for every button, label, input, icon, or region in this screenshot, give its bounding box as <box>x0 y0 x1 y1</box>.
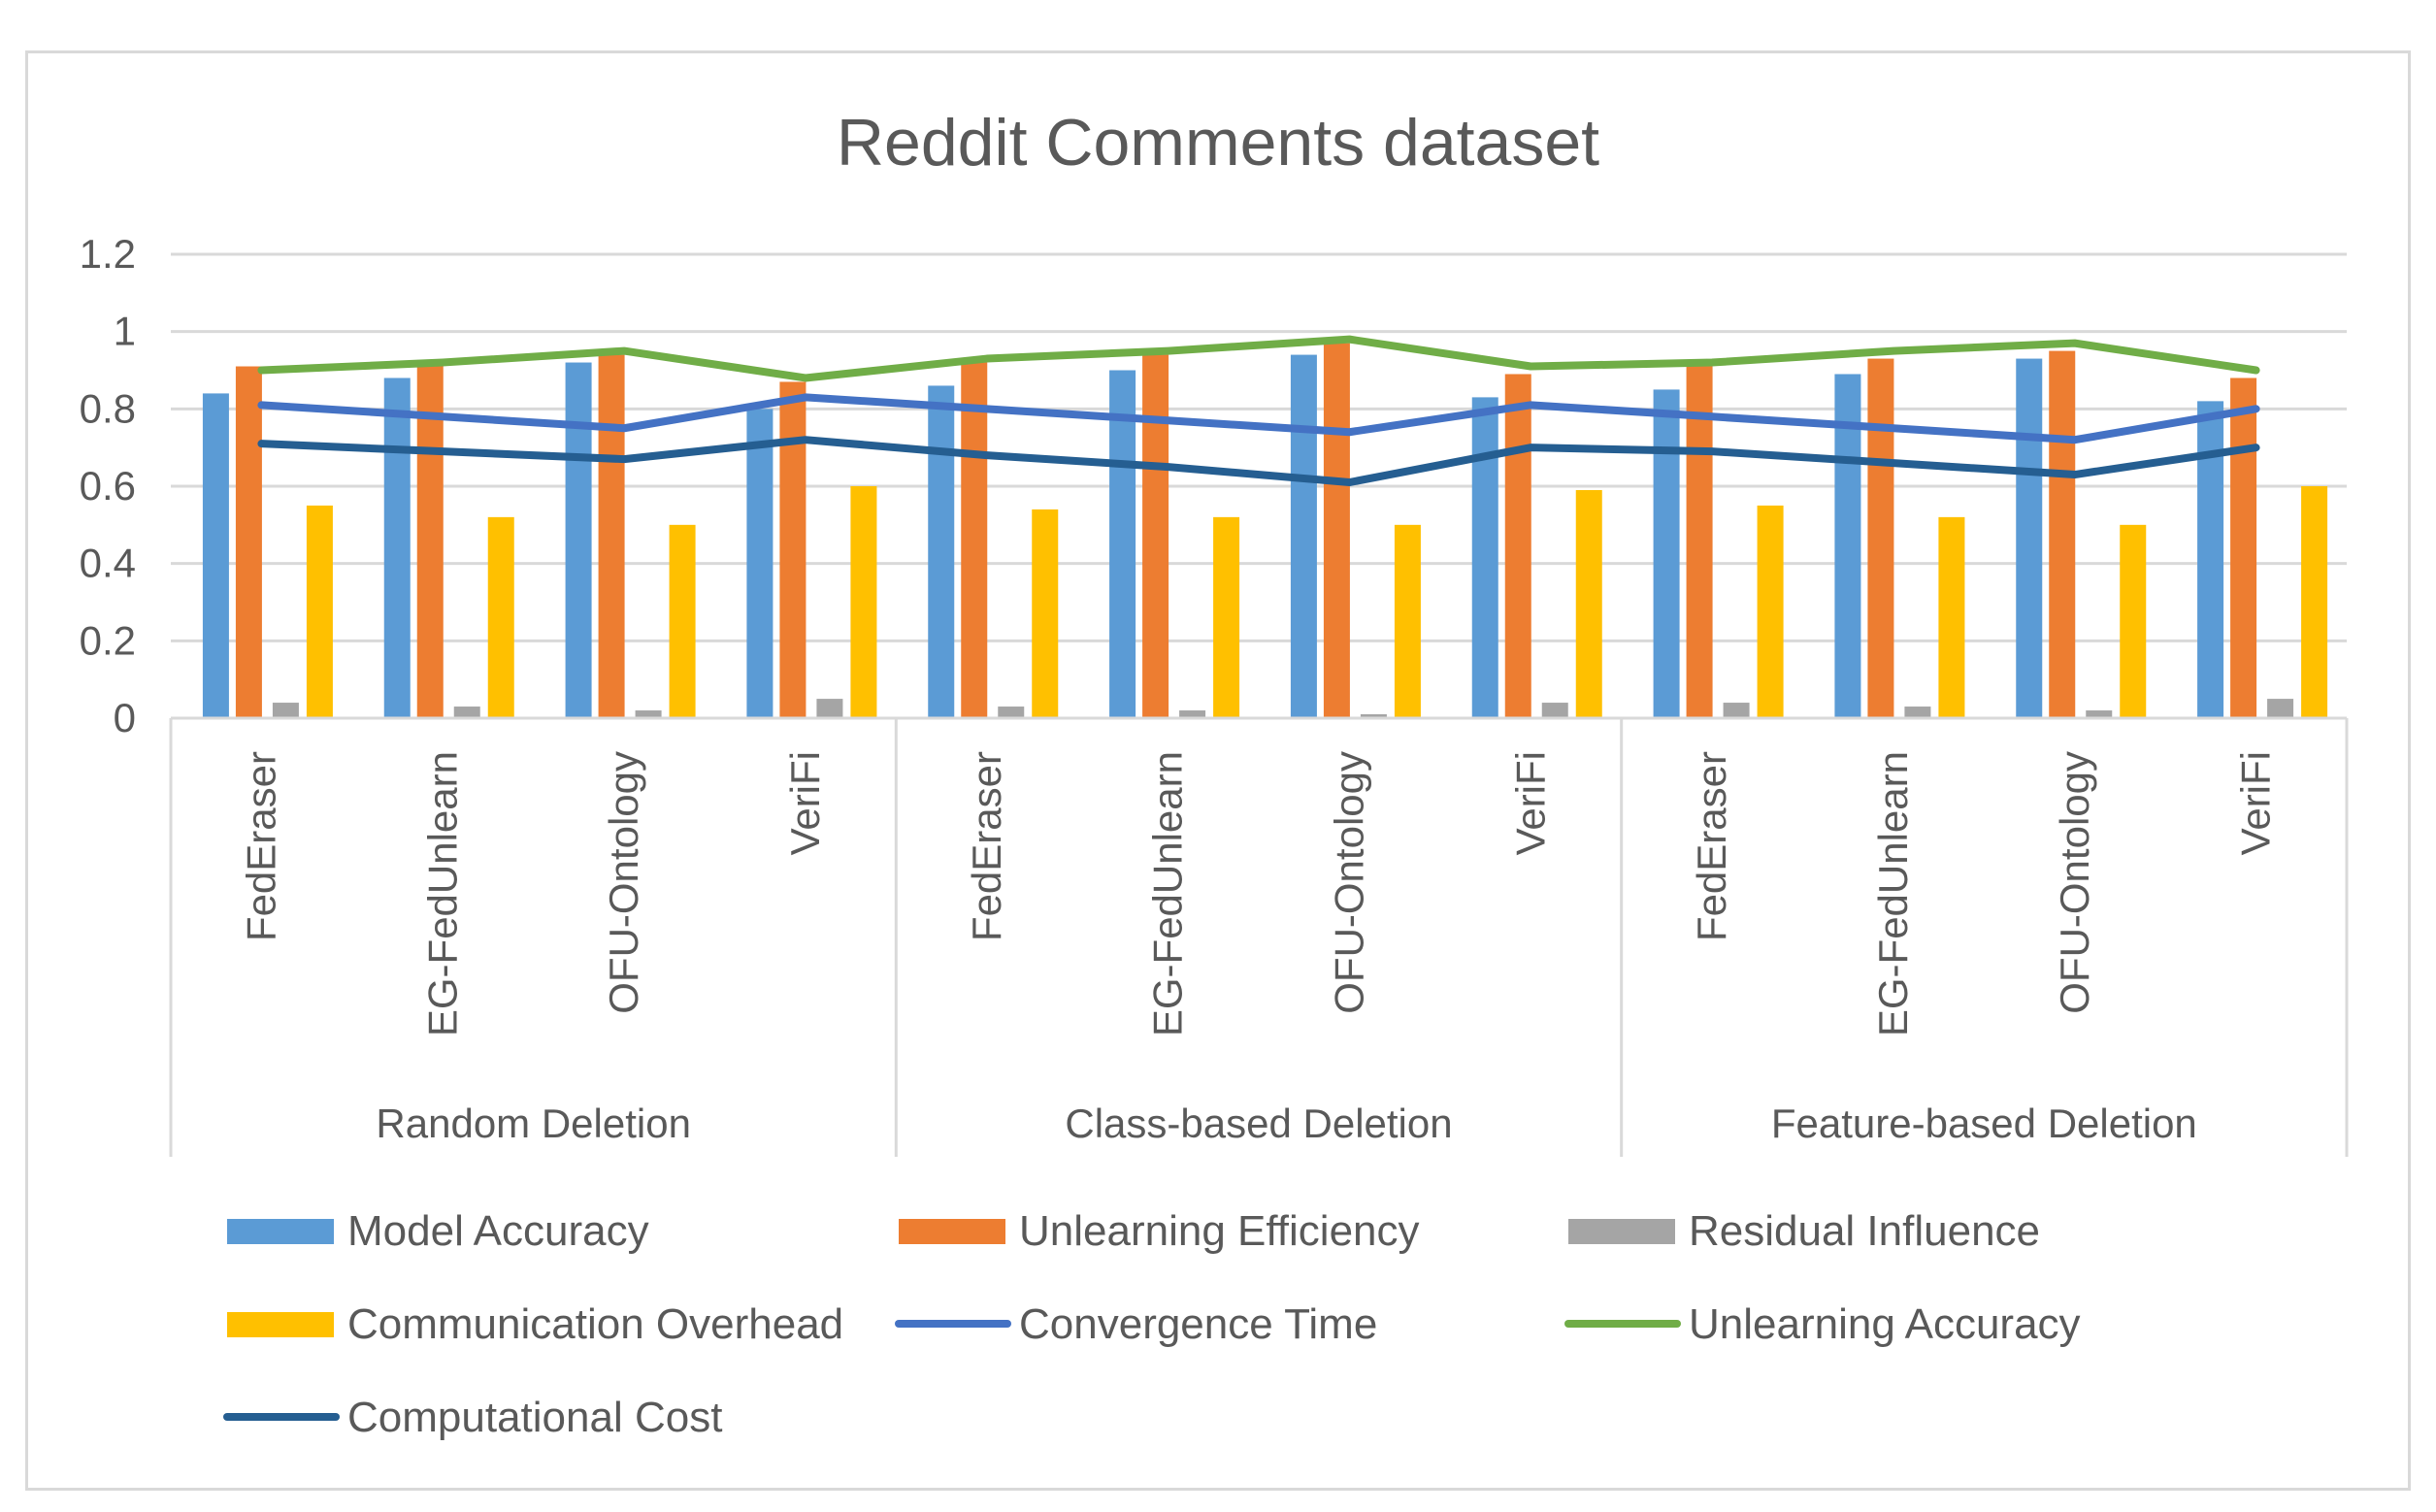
bar-residual-influence <box>998 707 1025 718</box>
x-tick-label: VeriFi <box>2233 751 2279 855</box>
legend-swatch-communication-overhead <box>227 1312 334 1337</box>
x-tick-label: VeriFi <box>1507 751 1553 855</box>
bar-residual-influence <box>2267 699 2294 718</box>
y-tick-label: 1 <box>114 309 136 354</box>
bar-model-accuracy <box>1653 389 1680 718</box>
bar-model-accuracy <box>746 409 774 718</box>
x-tick-label: FedEraser <box>1689 751 1734 941</box>
y-tick-label: 0.8 <box>80 385 136 431</box>
y-tick-label: 1.2 <box>80 231 136 277</box>
bar-model-accuracy <box>1834 374 1861 718</box>
bar-communication-overhead <box>1575 489 1602 718</box>
bar-model-accuracy <box>1290 354 1317 718</box>
bar-unlearning-efficiency <box>235 366 262 718</box>
bar-model-accuracy <box>565 362 592 718</box>
bar-communication-overhead <box>487 516 514 718</box>
bar-communication-overhead <box>1394 524 1421 718</box>
legend-swatch-unlearning-efficiency <box>899 1219 1005 1244</box>
bar-communication-overhead <box>1032 509 1059 718</box>
legend-label-residual-influence: Residual Influence <box>1689 1207 2040 1255</box>
bar-model-accuracy <box>2016 358 2043 718</box>
legend-label-unlearning-accuracy: Unlearning Accuracy <box>1689 1300 2081 1348</box>
bar-residual-influence <box>635 710 662 718</box>
bar-unlearning-efficiency <box>1686 366 1713 718</box>
bar-communication-overhead <box>1938 516 1965 718</box>
chart-frame <box>25 50 2411 1491</box>
bar-model-accuracy <box>383 378 411 718</box>
bar-residual-influence <box>2086 710 2113 718</box>
legend: Model Accuracy Unlearning Efficiency Resid… <box>223 1207 2081 1441</box>
bar-communication-overhead <box>2301 486 2328 718</box>
bar-communication-overhead <box>306 505 333 718</box>
category-axis: FedEraser EG-FedUnlearn OFU-Ontology VeriFi… <box>169 716 2349 1157</box>
bar-unlearning-efficiency <box>416 362 444 718</box>
legend-label-communication-overhead: Communication Overhead <box>347 1300 843 1348</box>
x-tick-label: VeriFi <box>782 751 828 855</box>
bar-communication-overhead <box>1213 516 1240 718</box>
group-label: Random Deletion <box>376 1101 691 1146</box>
y-tick-label: 0.2 <box>80 617 136 663</box>
bar-model-accuracy <box>928 385 955 718</box>
bar-communication-overhead <box>2120 524 2147 718</box>
bar-unlearning-efficiency <box>1142 354 1169 718</box>
bar-model-accuracy <box>2197 401 2224 718</box>
y-tick-label: 0 <box>114 695 136 740</box>
bar-residual-influence <box>453 707 480 718</box>
line-unlearning-accuracy <box>257 335 2260 382</box>
group-label: Feature-based Deletion <box>1771 1101 2197 1146</box>
group-label: Class-based Deletion <box>1065 1101 1452 1146</box>
line-series <box>257 335 2260 487</box>
bar-unlearning-efficiency <box>1323 343 1350 718</box>
y-tick-label: 0.6 <box>80 463 136 509</box>
y-axis-ticks: 0 0.2 0.4 0.6 0.8 1 1.2 <box>80 231 136 740</box>
line-convergence-time <box>257 393 2260 444</box>
bar-model-accuracy <box>1109 370 1136 718</box>
bar-residual-influence <box>1360 714 1387 718</box>
bar-unlearning-efficiency <box>1867 358 1894 718</box>
x-tick-label: FedEraser <box>964 751 1009 941</box>
x-tick-label: OFU-Ontology <box>2052 751 2097 1014</box>
bar-residual-influence <box>1541 703 1568 718</box>
x-tick-label: OFU-Ontology <box>601 751 646 1014</box>
bar-unlearning-efficiency <box>2049 350 2076 718</box>
legend-label-convergence-time: Convergence Time <box>1019 1300 1377 1348</box>
bar-unlearning-efficiency <box>2230 378 2257 718</box>
x-tick-label: EG-FedUnlearn <box>1870 751 1916 1036</box>
bar-communication-overhead <box>850 486 877 718</box>
bar-unlearning-efficiency <box>961 362 988 718</box>
bar-communication-overhead <box>1757 505 1784 718</box>
bar-model-accuracy <box>1471 397 1498 718</box>
bar-model-accuracy <box>202 393 229 718</box>
legend-swatch-model-accuracy <box>227 1219 334 1244</box>
bar-residual-influence <box>272 703 299 718</box>
x-tick-label: EG-FedUnlearn <box>419 751 465 1036</box>
bar-series <box>202 343 2328 718</box>
bar-unlearning-efficiency <box>1504 374 1531 718</box>
x-tick-label: OFU-Ontology <box>1326 751 1371 1014</box>
bar-residual-influence <box>1723 703 1750 718</box>
legend-swatch-residual-influence <box>1568 1219 1675 1244</box>
y-tick-label: 0.4 <box>80 541 136 586</box>
bar-unlearning-efficiency <box>598 354 625 718</box>
legend-label-unlearning-efficiency: Unlearning Efficiency <box>1019 1207 1420 1255</box>
line-computational-cost <box>257 436 2260 487</box>
x-tick-label: EG-FedUnlearn <box>1145 751 1191 1036</box>
bar-communication-overhead <box>669 524 696 718</box>
bar-residual-influence <box>816 699 843 718</box>
bar-residual-influence <box>1904 707 1931 718</box>
bar-unlearning-efficiency <box>779 381 807 718</box>
bar-residual-influence <box>1179 710 1206 718</box>
legend-label-computational-cost: Computational Cost <box>347 1394 722 1441</box>
legend-label-model-accuracy: Model Accuracy <box>347 1207 649 1255</box>
x-tick-label: FedEraser <box>238 751 283 941</box>
chart-title: Reddit Comments dataset <box>837 106 1599 180</box>
